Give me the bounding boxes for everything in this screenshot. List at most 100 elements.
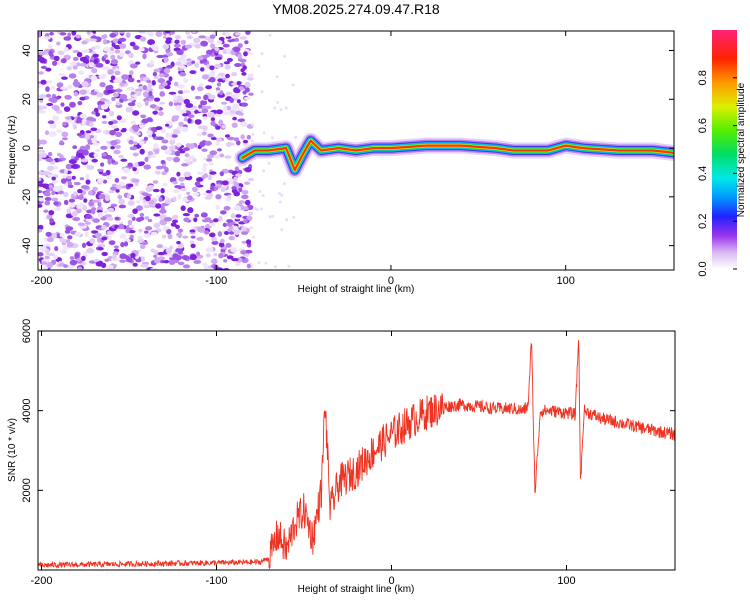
- noise-blob: [62, 191, 69, 198]
- noise-blob: [83, 198, 88, 203]
- noise-blob: [53, 55, 60, 62]
- noise-blob: [40, 65, 47, 69]
- noise-blob: [209, 232, 216, 238]
- noise-blob: [155, 170, 161, 175]
- noise-blob: [194, 119, 202, 125]
- noise-blob: [240, 134, 245, 140]
- noise-blob: [233, 181, 239, 188]
- noise-blob: [67, 235, 73, 240]
- noise-blob: [204, 196, 212, 200]
- noise-blob: [79, 56, 88, 62]
- snr-xlabel: Height of straight line (km): [298, 584, 415, 595]
- noise-blob: [189, 229, 196, 233]
- noise-blob: [43, 191, 51, 197]
- noise-blob: [84, 135, 90, 140]
- noise-blob: [203, 173, 208, 178]
- noise-blob: [213, 252, 218, 257]
- noise-blob: [186, 35, 193, 40]
- noise-blob: [214, 47, 220, 51]
- noise-blob: [115, 189, 120, 193]
- noise-blob: [39, 57, 46, 64]
- noise-blob: [226, 219, 234, 224]
- noise-blob: [123, 98, 128, 102]
- noise-blob: [147, 151, 153, 156]
- noise-blob: [91, 230, 99, 234]
- noise-blob: [47, 44, 53, 49]
- noise-blob: [249, 226, 253, 230]
- colorbar-label: Normalized spectral amplitude: [736, 82, 747, 217]
- noise-blob: [82, 149, 89, 156]
- noise-blob: [194, 213, 200, 218]
- noise-blob: [102, 179, 107, 184]
- noise-blob: [241, 240, 247, 244]
- noise-blob: [76, 204, 84, 210]
- noise-blob: [132, 152, 139, 157]
- noise-blob: [233, 191, 240, 197]
- noise-blob: [219, 91, 224, 96]
- noise-blob: [146, 130, 153, 135]
- noise-blob: [135, 200, 141, 204]
- noise-blob: [197, 55, 204, 61]
- noise-blob: [120, 158, 128, 162]
- colorbar-tick-label: 0.2: [697, 214, 709, 229]
- noise-blob: [57, 50, 65, 56]
- noise-blob: [206, 49, 213, 55]
- noise-blob: [264, 261, 268, 265]
- noise-blob: [38, 83, 43, 88]
- noise-blob: [60, 58, 67, 64]
- noise-blob: [160, 205, 165, 212]
- noise-blob: [182, 235, 189, 239]
- noise-blob: [214, 56, 223, 61]
- noise-blob: [178, 121, 184, 127]
- noise-blob: [45, 86, 50, 92]
- noise-blob: [238, 86, 244, 91]
- noise-blob: [80, 185, 89, 190]
- noise-blob: [152, 180, 159, 184]
- colorbar-ticks: 0.0 0.2 0.4 0.6 0.8: [697, 70, 737, 277]
- noise-blob: [164, 199, 172, 205]
- noise-blob: [139, 161, 146, 165]
- noise-blob: [158, 196, 163, 202]
- noise-blob: [81, 81, 89, 88]
- noise-blob: [234, 229, 240, 235]
- colorbar: 0.0 0.2 0.4 0.6 0.8 Normalized spectral ampl…: [697, 30, 747, 277]
- noise-blob: [243, 96, 251, 101]
- noise-blob: [240, 102, 248, 107]
- noise-blob: [132, 262, 138, 267]
- noise-blob: [262, 169, 266, 173]
- noise-blob: [200, 100, 208, 106]
- noise-blob: [196, 133, 203, 137]
- noise-blob: [85, 173, 90, 180]
- noise-blob: [230, 213, 236, 219]
- noise-blob: [216, 40, 223, 45]
- noise-blob: [181, 163, 189, 167]
- noise-blob: [38, 51, 46, 56]
- noise-blob: [229, 97, 234, 104]
- noise-blob: [177, 84, 185, 89]
- noise-blob: [244, 167, 252, 173]
- noise-blob: [56, 41, 61, 46]
- noise-blob: [194, 95, 202, 100]
- noise-blob: [173, 181, 178, 185]
- noise-blob: [153, 75, 159, 80]
- noise-blob: [185, 103, 194, 108]
- noise-blob: [209, 65, 215, 71]
- noise-blob: [287, 264, 291, 268]
- noise-blob: [108, 190, 115, 194]
- noise-blob: [228, 235, 235, 241]
- noise-blob: [40, 79, 47, 85]
- noise-blob: [149, 60, 154, 65]
- noise-blob: [279, 108, 283, 112]
- noise-blob: [89, 135, 94, 139]
- noise-blob: [209, 34, 216, 39]
- noise-blob: [207, 37, 215, 44]
- noise-blob: [52, 60, 58, 66]
- noise-blob: [48, 210, 55, 216]
- noise-blob: [127, 219, 133, 226]
- noise-blob: [84, 231, 89, 238]
- snr-xtick-label: -200: [30, 575, 52, 587]
- noise-blob: [188, 143, 195, 150]
- noise-blob: [116, 77, 123, 83]
- spectrogram-xlabel: Height of straight line (km): [298, 284, 415, 295]
- noise-blob: [222, 222, 228, 227]
